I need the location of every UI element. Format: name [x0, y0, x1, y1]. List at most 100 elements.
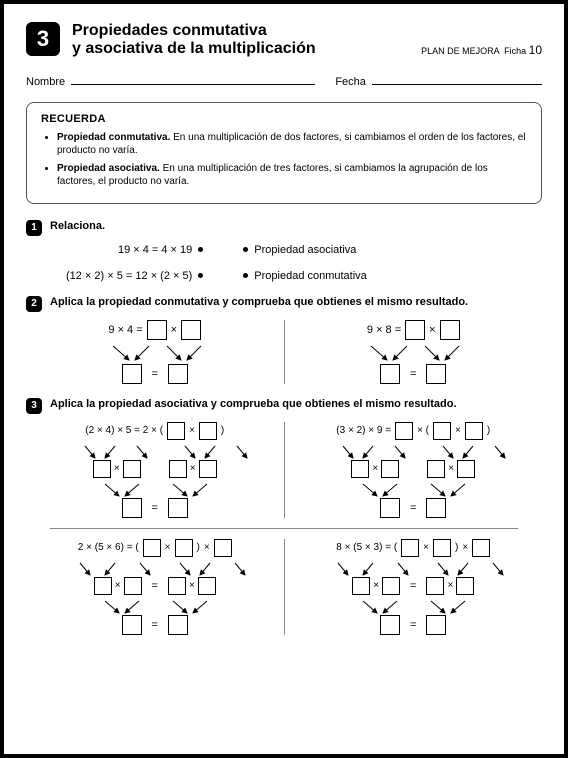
- times-sym: ×: [447, 580, 453, 591]
- fecha-line[interactable]: [372, 73, 542, 85]
- answer-box[interactable]: [426, 364, 446, 384]
- rel-left-col: 19 × 4 = 4 × 19 (12 × 2) × 5 = 12 × (2 ×…: [66, 244, 203, 282]
- answer-box[interactable]: [93, 460, 111, 478]
- answer-box[interactable]: [167, 422, 185, 440]
- ex1-head: 1 Relaciona.: [26, 220, 542, 236]
- eq-sym: =: [152, 580, 158, 592]
- answer-box[interactable]: [143, 539, 161, 557]
- mini-right: ×: [169, 460, 217, 478]
- arrows-icon: [75, 482, 235, 498]
- fecha-label: Fecha: [335, 76, 366, 88]
- times-sym: ×: [373, 580, 379, 591]
- times-sym: ×: [165, 542, 171, 553]
- eq-sym: =: [152, 619, 158, 631]
- answer-box[interactable]: [168, 498, 188, 518]
- answer-box[interactable]: [382, 577, 400, 595]
- answer-box[interactable]: [352, 577, 370, 595]
- answer-box[interactable]: [472, 539, 490, 557]
- answer-box[interactable]: [122, 615, 142, 635]
- ex3-col-c: 2 × (5 × 6) = ( × ) × ×: [26, 539, 284, 635]
- ex2-title: Aplica la propiedad conmutativa y compru…: [50, 296, 468, 308]
- answer-box[interactable]: [440, 320, 460, 340]
- answer-box[interactable]: [426, 498, 446, 518]
- dot-icon: [243, 273, 248, 278]
- answer-box[interactable]: [198, 577, 216, 595]
- answer-box[interactable]: [456, 577, 474, 595]
- answer-box[interactable]: [122, 498, 142, 518]
- unit-badge: 3: [26, 22, 60, 56]
- arrows-icon: [333, 599, 493, 615]
- answer-box[interactable]: [169, 460, 187, 478]
- worksheet-header: 3 Propiedades conmutativa y asociativa d…: [26, 22, 542, 59]
- answer-box[interactable]: [457, 460, 475, 478]
- ex2b-lhs: 9 × 8 =: [367, 324, 401, 336]
- ex3c-mid: × = ×: [34, 577, 276, 595]
- ex3-col-a: (2 × 4) × 5 = 2 × ( × ) ×: [26, 422, 284, 518]
- answer-box[interactable]: [168, 577, 186, 595]
- ex2a-lhs: 9 × 4 =: [108, 324, 142, 336]
- answer-box[interactable]: [380, 615, 400, 635]
- ex1-num: 1: [26, 220, 42, 236]
- answer-box[interactable]: [395, 422, 413, 440]
- ex2-num: 2: [26, 296, 42, 312]
- rel-left2-text: (12 × 2) × 5 = 12 × (2 × 5): [66, 270, 192, 282]
- times-sym: ×: [115, 580, 121, 591]
- ex1-title: Relaciona.: [50, 220, 105, 232]
- answer-box[interactable]: [401, 539, 419, 557]
- ex3d-result: =: [293, 615, 535, 635]
- fecha-field: Fecha: [335, 73, 542, 88]
- answer-box[interactable]: [433, 539, 451, 557]
- answer-box[interactable]: [168, 615, 188, 635]
- answer-box[interactable]: [381, 460, 399, 478]
- answer-box[interactable]: [380, 498, 400, 518]
- ex3d-expr: 8 × (5 × 3) = ( × ) ×: [293, 539, 535, 557]
- answer-box[interactable]: [199, 422, 217, 440]
- exercise-1: 1 Relaciona. 19 × 4 = 4 × 19 (12 × 2) × …: [26, 220, 542, 282]
- answer-box[interactable]: [94, 577, 112, 595]
- times-sym: ×: [171, 324, 177, 336]
- ex2-col-b: 9 × 8 = × =: [284, 320, 543, 384]
- ex3b-result: =: [293, 498, 535, 518]
- answer-box[interactable]: [124, 577, 142, 595]
- answer-box[interactable]: [175, 539, 193, 557]
- answer-box[interactable]: [426, 615, 446, 635]
- nombre-line[interactable]: [71, 73, 315, 85]
- dot-icon: [243, 247, 248, 252]
- dot-icon: [198, 273, 203, 278]
- answer-box[interactable]: [199, 460, 217, 478]
- ex3c-expr: 2 × (5 × 6) = ( × ) ×: [34, 539, 276, 557]
- ex3-num: 3: [26, 398, 42, 414]
- times-sym: ×: [204, 542, 210, 553]
- close-paren: ): [197, 542, 200, 553]
- mini-right: ×: [168, 577, 216, 595]
- ex3-col-b: (3 × 2) × 9 = × ( × ) ×: [284, 422, 543, 518]
- rel-right-col: Propiedad asociativa Propiedad conmutati…: [243, 244, 367, 282]
- ex2-col-a: 9 × 4 = × =: [26, 320, 284, 384]
- answer-box[interactable]: [426, 577, 444, 595]
- answer-box[interactable]: [380, 364, 400, 384]
- answer-box[interactable]: [147, 320, 167, 340]
- answer-box[interactable]: [405, 320, 425, 340]
- ex3-col-d: 8 × (5 × 3) = ( × ) × ×: [284, 539, 543, 635]
- arrows-icon: [55, 561, 255, 577]
- plan-label: PLAN DE MEJORA Ficha 10: [421, 43, 542, 57]
- answer-box[interactable]: [168, 364, 188, 384]
- ex3c-lhs: 2 × (5 × 6) = (: [78, 542, 139, 553]
- answer-box[interactable]: [351, 460, 369, 478]
- times-sym: ×: [372, 463, 378, 474]
- answer-box[interactable]: [214, 539, 232, 557]
- answer-box[interactable]: [465, 422, 483, 440]
- nombre-label: Nombre: [26, 76, 65, 88]
- rel-right2-text: Propiedad conmutativa: [254, 270, 367, 282]
- rel-left1-text: 19 × 4 = 4 × 19: [118, 244, 192, 256]
- ex3a-result: =: [34, 498, 276, 518]
- mini-left: ×: [94, 577, 142, 595]
- ex3b-expr: (3 × 2) × 9 = × ( × ): [293, 422, 535, 440]
- answer-box[interactable]: [122, 364, 142, 384]
- answer-box[interactable]: [123, 460, 141, 478]
- answer-box[interactable]: [427, 460, 445, 478]
- answer-box[interactable]: [433, 422, 451, 440]
- answer-box[interactable]: [181, 320, 201, 340]
- arrows-icon: [353, 344, 473, 364]
- recuerda-item1-bold: Propiedad conmutativa.: [57, 132, 170, 143]
